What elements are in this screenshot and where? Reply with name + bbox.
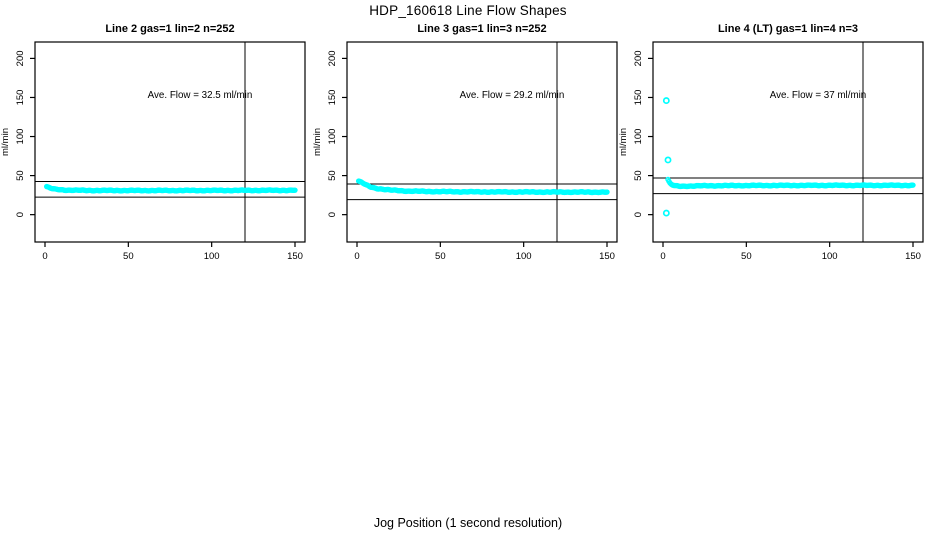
y-tick-label: 50 <box>327 170 338 181</box>
y-tick-label: 150 <box>633 90 644 106</box>
x-tick-label: 100 <box>822 251 838 262</box>
y-tick-label: 0 <box>633 212 644 217</box>
outlier-point <box>662 209 670 217</box>
x-tick-label: 50 <box>741 251 752 262</box>
y-axis-label: ml/min <box>312 128 323 156</box>
x-axis-outer-label: Jog Position (1 second resolution) <box>373 516 563 530</box>
x-tick-label: 50 <box>123 251 134 262</box>
data-point <box>910 182 916 188</box>
x-tick-label: 100 <box>516 251 532 262</box>
ave-flow-annotation: Ave. Flow = 29.2 ml/min <box>460 90 565 101</box>
data-points <box>43 183 298 194</box>
y-axis-label: ml/min <box>618 128 629 156</box>
data-point <box>292 187 298 193</box>
plot-box <box>346 41 618 243</box>
data-points <box>662 97 916 217</box>
panel-title: Line 2 gas=1 lin=2 n=252 <box>105 23 235 35</box>
x-tick-label: 0 <box>42 251 47 262</box>
panel-plot-svg: 0 50 100 150 0 50 100 150 200 ml/min Ave. Flow = 2… <box>312 41 618 262</box>
y-tick-label: 150 <box>327 90 338 106</box>
y-tick-label: 200 <box>327 50 338 66</box>
y-tick-label: 100 <box>633 129 644 145</box>
y-tick-label: 0 <box>15 212 26 217</box>
x-tick-label: 150 <box>905 251 921 262</box>
y-tick-label: 150 <box>15 90 26 106</box>
outlier-point <box>664 156 672 164</box>
plot-box <box>652 41 924 243</box>
y-tick-label: 0 <box>327 212 338 217</box>
ave-flow-annotation: Ave. Flow = 32.5 ml/min <box>148 90 253 101</box>
y-tick-label: 100 <box>15 129 26 145</box>
x-tick-label: 100 <box>204 251 220 262</box>
x-tick-label: 150 <box>287 251 303 262</box>
data-points <box>355 178 610 196</box>
panel-line2: Line 2 gas=1 lin=2 n=252 0 50 100 150 0 50 100… <box>0 0 306 280</box>
y-tick-label: 50 <box>15 170 26 181</box>
y-tick-label: 50 <box>633 170 644 181</box>
x-tick-label: 150 <box>599 251 615 262</box>
panel-title: Line 3 gas=1 lin=3 n=252 <box>417 23 547 35</box>
outlier-point <box>662 97 670 105</box>
panel-title: Line 4 (LT) gas=1 lin=4 n=3 <box>717 23 859 35</box>
panel-line4: Line 4 (LT) gas=1 lin=4 n=3 0 50 100 150 0 50… <box>618 0 924 280</box>
panel-plot-svg: 0 50 100 150 0 50 100 150 200 ml/min Ave. Flow = 3… <box>618 41 924 262</box>
figure-title: HDP_160618 Line Flow Shapes <box>369 3 567 18</box>
y-tick-label: 200 <box>15 50 26 66</box>
x-tick-label: 0 <box>354 251 359 262</box>
panel-plot-svg: 0 50 100 150 0 50 100 150 200 ml/min Ave. Flow = 3… <box>0 41 306 262</box>
y-axis-label: ml/min <box>0 128 11 156</box>
y-tick-label: 100 <box>327 129 338 145</box>
ave-flow-annotation: Ave. Flow = 37 ml/min <box>770 90 866 101</box>
plot-box <box>34 41 306 243</box>
data-point <box>604 189 610 195</box>
x-tick-label: 50 <box>435 251 446 262</box>
panel-line3: Line 3 gas=1 lin=3 n=252 0 50 100 150 0 50 100… <box>312 0 618 280</box>
x-tick-label: 0 <box>660 251 665 262</box>
y-tick-label: 200 <box>633 50 644 66</box>
